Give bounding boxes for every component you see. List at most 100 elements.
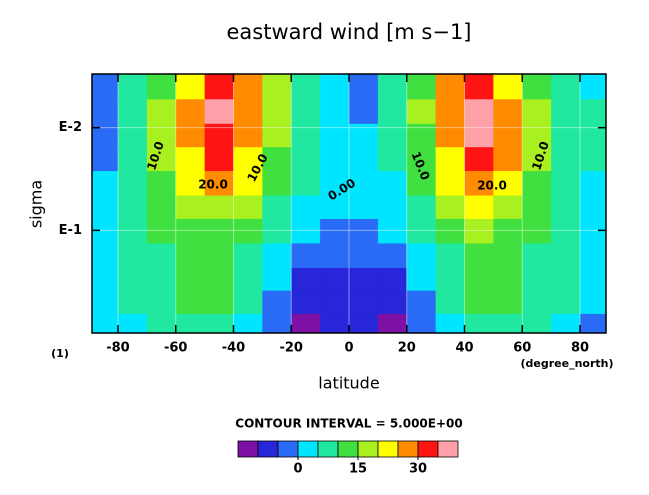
cell — [349, 195, 379, 220]
cell — [435, 218, 466, 245]
cell — [175, 218, 206, 245]
cell — [435, 99, 466, 125]
cell — [175, 290, 206, 315]
plot-frame — [91, 73, 607, 334]
cell — [435, 243, 466, 269]
cell — [262, 243, 292, 269]
cell — [204, 123, 235, 148]
cell — [493, 218, 523, 245]
cell — [175, 171, 206, 197]
cell — [580, 171, 606, 197]
cell — [92, 99, 119, 125]
cell — [262, 74, 292, 100]
cell — [580, 195, 606, 220]
cell — [493, 171, 523, 197]
cell — [551, 267, 581, 292]
cell — [406, 313, 437, 333]
cell — [175, 99, 206, 125]
cell — [377, 267, 408, 292]
cell — [92, 171, 119, 197]
contour-interval: CONTOUR INTERVAL = 5.000E+00 — [235, 417, 462, 431]
cell — [204, 171, 235, 197]
contour-label: 20.0 — [198, 178, 228, 192]
cell — [320, 99, 350, 125]
cell — [464, 171, 494, 197]
cell — [291, 171, 321, 197]
cell — [175, 195, 206, 220]
cell — [117, 218, 148, 245]
cell — [262, 147, 292, 172]
cell — [233, 218, 263, 245]
x-axis-label: latitude — [318, 374, 379, 393]
cell — [175, 123, 206, 148]
cell — [204, 99, 235, 125]
cell — [377, 74, 408, 100]
cell — [551, 243, 581, 269]
cell — [262, 171, 292, 197]
cell — [291, 290, 321, 315]
cell — [464, 74, 494, 100]
cell — [320, 171, 350, 197]
plot-area — [92, 74, 606, 333]
cell — [204, 195, 235, 220]
cell — [377, 171, 408, 197]
cell — [146, 313, 177, 333]
cell — [262, 99, 292, 125]
cell — [551, 290, 581, 315]
cell — [349, 171, 379, 197]
cell — [175, 147, 206, 172]
x-tick-label: 40 — [455, 341, 473, 356]
cell — [92, 290, 119, 315]
colorbar-bin — [317, 440, 339, 458]
cell — [493, 195, 523, 220]
cell — [406, 195, 437, 220]
cell — [377, 243, 408, 269]
cell — [551, 218, 581, 245]
cell — [464, 290, 494, 315]
cell — [406, 147, 437, 172]
cell — [406, 243, 437, 269]
cell — [204, 243, 235, 269]
cell — [522, 313, 552, 333]
cell — [204, 290, 235, 315]
colorbar-bin — [257, 440, 279, 458]
cell — [464, 267, 494, 292]
cell — [146, 290, 177, 315]
cell — [435, 313, 466, 333]
cell — [349, 313, 379, 333]
cell — [291, 123, 321, 148]
cell — [522, 171, 552, 197]
cell — [377, 313, 408, 333]
cell — [551, 195, 581, 220]
cell — [580, 243, 606, 269]
colorbar-bin — [377, 440, 399, 458]
cell — [551, 147, 581, 172]
cell — [117, 171, 148, 197]
cell — [233, 267, 263, 292]
cell — [551, 171, 581, 197]
cell — [377, 123, 408, 148]
cell — [349, 74, 379, 100]
cell — [551, 74, 581, 100]
x-unit: (degree_north) — [520, 357, 613, 370]
cell — [580, 147, 606, 172]
cell — [580, 267, 606, 292]
x-tick-label: -20 — [279, 341, 303, 356]
cell — [175, 74, 206, 100]
cell — [406, 267, 437, 292]
cell — [233, 147, 263, 172]
colorbar-tick-label: 0 — [293, 462, 302, 477]
cell — [493, 99, 523, 125]
cell — [233, 74, 263, 100]
cell — [580, 74, 606, 100]
cell — [117, 99, 148, 125]
colorbar-bin — [357, 440, 379, 458]
cell — [320, 74, 350, 100]
cell — [291, 218, 321, 245]
cell — [146, 171, 177, 197]
cell — [493, 147, 523, 172]
cell — [146, 243, 177, 269]
colorbar-bin — [277, 440, 299, 458]
cell — [175, 267, 206, 292]
cell — [204, 218, 235, 245]
